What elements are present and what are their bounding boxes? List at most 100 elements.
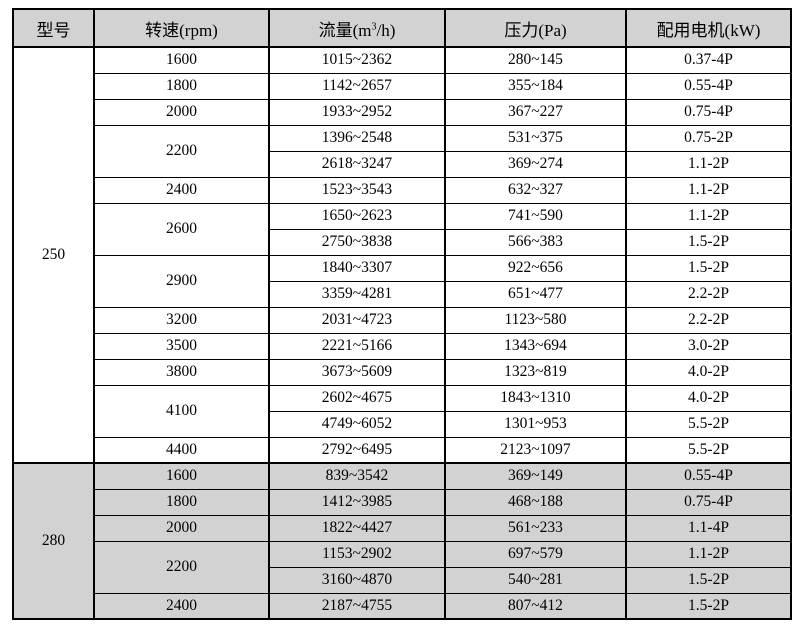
col-header-motor: 配用电机(kW) — [625, 8, 792, 48]
cell-speed: 2200 — [93, 540, 270, 594]
cell-pressure: 531~375 — [444, 124, 627, 152]
cell-motor: 1.5-2P — [625, 566, 792, 594]
table-row: 2200 1153~2902 697~579 1.1-2P — [13, 540, 792, 594]
cell-motor: 1.1-2P — [625, 540, 792, 568]
cell-motor: 4.0-2P — [625, 358, 792, 386]
table-row: 4100 2602~4675 1843~1310 4.0-2P — [13, 384, 792, 438]
table-row: 1800 1142~2657 355~184 0.55-4P — [13, 72, 792, 100]
cell-flow: 1650~2623 — [268, 202, 446, 230]
cell-pressure: 369~274 — [444, 150, 627, 178]
cell-flow: 839~3542 — [268, 462, 446, 490]
cell-speed: 3800 — [93, 358, 270, 386]
cell-flow: 1840~3307 — [268, 254, 446, 282]
cell-motor: 0.55-4P — [625, 462, 792, 490]
header-row: 型号 转速(rpm) 流量(m3/h) 压力(Pa) 配用电机(kW) — [12, 8, 792, 48]
cell-motor: 5.5-2P — [625, 436, 792, 464]
table-row: 2618~3247 369~274 1.1-2P — [13, 150, 792, 178]
table-row: 4400 2792~6495 2123~1097 5.5-2P — [13, 436, 792, 464]
cell-flow: 1142~2657 — [268, 72, 446, 100]
cell-pressure: 1843~1310 — [444, 384, 627, 412]
table-row: 3160~4870 540~281 1.5-2P — [13, 566, 792, 594]
cell-flow: 1396~2548 — [268, 124, 446, 152]
col-header-pressure: 压力(Pa) — [444, 8, 627, 48]
cell-flow: 3673~5609 — [268, 358, 446, 386]
cell-pressure: 566~383 — [444, 228, 627, 256]
cell-pressure: 540~281 — [444, 566, 627, 594]
table-row: 1800 1412~3985 468~188 0.75-4P — [13, 488, 792, 516]
cell-speed: 2400 — [93, 592, 270, 620]
cell-pressure: 561~233 — [444, 514, 627, 542]
cell-flow: 4749~6052 — [268, 410, 446, 438]
cell-pressure: 651~477 — [444, 280, 627, 308]
flow-header-superscript: 3 — [371, 20, 377, 32]
cell-pressure: 355~184 — [444, 72, 627, 100]
cell-pressure: 922~656 — [444, 254, 627, 282]
cell-flow: 2031~4723 — [268, 306, 446, 334]
cell-speed: 2200 — [93, 124, 270, 178]
cell-pressure: 1123~580 — [444, 306, 627, 334]
cell-speed: 2600 — [93, 202, 270, 256]
cell-speed: 1800 — [93, 488, 270, 516]
cell-pressure: 632~327 — [444, 176, 627, 204]
table-row: 2400 2187~4755 807~412 1.5-2P — [13, 592, 792, 620]
cell-pressure: 741~590 — [444, 202, 627, 230]
cell-speed: 2000 — [93, 98, 270, 126]
cell-speed: 4400 — [93, 436, 270, 464]
cell-flow: 2792~6495 — [268, 436, 446, 464]
col-header-flow: 流量(m3/h) — [268, 8, 446, 48]
cell-speed: 4100 — [93, 384, 270, 438]
cell-motor: 5.5-2P — [625, 410, 792, 438]
table-row: 2000 1933~2952 367~227 0.75-4P — [13, 98, 792, 126]
cell-flow: 1822~4427 — [268, 514, 446, 542]
table-row: 3800 3673~5609 1323~819 4.0-2P — [13, 358, 792, 386]
cell-speed: 1600 — [93, 46, 270, 74]
table-row: 2900 1840~3307 922~656 1.5-2P — [13, 254, 792, 308]
table-row: 2600 1650~2623 741~590 1.1-2P — [13, 202, 792, 256]
cell-pressure: 1343~694 — [444, 332, 627, 360]
cell-flow: 2187~4755 — [268, 592, 446, 620]
cell-speed: 3500 — [93, 332, 270, 360]
cell-motor: 0.75-4P — [625, 488, 792, 516]
cell-model: 280 — [12, 462, 95, 620]
cell-pressure: 468~188 — [444, 488, 627, 516]
cell-motor: 2.2-2P — [625, 280, 792, 308]
cell-motor: 1.5-2P — [625, 592, 792, 620]
col-header-model: 型号 — [12, 8, 95, 48]
table-row: 280 1600 839~3542 369~149 0.55-4P — [12, 462, 792, 620]
cell-flow: 2221~5166 — [268, 332, 446, 360]
cell-pressure: 367~227 — [444, 98, 627, 126]
cell-speed: 1600 — [93, 462, 270, 490]
cell-flow: 3160~4870 — [268, 566, 446, 594]
cell-model: 250 — [12, 46, 95, 464]
cell-pressure: 369~149 — [444, 462, 627, 490]
cell-speed: 3200 — [93, 306, 270, 334]
cell-flow: 1153~2902 — [268, 540, 446, 568]
cell-flow: 1523~3543 — [268, 176, 446, 204]
cell-motor: 0.75-4P — [625, 98, 792, 126]
cell-motor: 2.2-2P — [625, 306, 792, 334]
table-row: 2200 1396~2548 531~375 0.75-2P — [13, 124, 792, 178]
cell-motor: 1.1-2P — [625, 176, 792, 204]
cell-pressure: 697~579 — [444, 540, 627, 568]
cell-speed: 2900 — [93, 254, 270, 308]
cell-speed: 2000 — [93, 514, 270, 542]
cell-flow: 1412~3985 — [268, 488, 446, 516]
flow-header-unit: /h) — [376, 20, 396, 40]
cell-motor: 4.0-2P — [625, 384, 792, 412]
cell-motor: 1.1-4P — [625, 514, 792, 542]
cell-motor: 0.75-2P — [625, 124, 792, 152]
table-row: 2400 1523~3543 632~327 1.1-2P — [13, 176, 792, 204]
cell-motor: 1.1-2P — [625, 202, 792, 230]
cell-speed: 2400 — [93, 176, 270, 204]
cell-flow: 1933~2952 — [268, 98, 446, 126]
spec-table: 型号 转速(rpm) 流量(m3/h) 压力(Pa) 配用电机(kW) 250 1… — [12, 8, 792, 620]
table-row: 3200 2031~4723 1123~580 2.2-2P — [13, 306, 792, 334]
cell-motor: 1.5-2P — [625, 254, 792, 282]
table-row: 2750~3838 566~383 1.5-2P — [13, 228, 792, 256]
table-row: 3359~4281 651~477 2.2-2P — [13, 280, 792, 308]
cell-flow: 2618~3247 — [268, 150, 446, 178]
table-body: 250 1600 1015~2362 280~145 0.37-4P 1800 1142~2… — [12, 46, 792, 620]
cell-pressure: 807~412 — [444, 592, 627, 620]
table-row: 2000 1822~4427 561~233 1.1-4P — [13, 514, 792, 542]
